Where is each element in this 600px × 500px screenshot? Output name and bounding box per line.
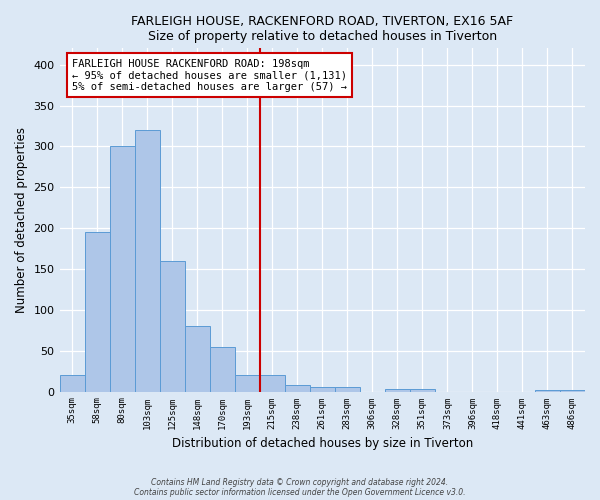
- Bar: [410, 389, 435, 392]
- Bar: [560, 390, 585, 392]
- Bar: [110, 146, 134, 392]
- Bar: [385, 389, 410, 392]
- Bar: [285, 385, 310, 392]
- Text: Contains HM Land Registry data © Crown copyright and database right 2024.
Contai: Contains HM Land Registry data © Crown c…: [134, 478, 466, 497]
- Bar: [160, 261, 185, 392]
- Bar: [209, 346, 235, 392]
- Title: FARLEIGH HOUSE, RACKENFORD ROAD, TIVERTON, EX16 5AF
Size of property relative to: FARLEIGH HOUSE, RACKENFORD ROAD, TIVERTO…: [131, 15, 514, 43]
- Bar: [260, 375, 285, 392]
- Bar: [185, 326, 209, 392]
- X-axis label: Distribution of detached houses by size in Tiverton: Distribution of detached houses by size …: [172, 437, 473, 450]
- Bar: [335, 388, 360, 392]
- Y-axis label: Number of detached properties: Number of detached properties: [15, 127, 28, 313]
- Bar: [235, 375, 260, 392]
- Bar: [535, 390, 560, 392]
- Bar: [134, 130, 160, 392]
- Text: FARLEIGH HOUSE RACKENFORD ROAD: 198sqm
← 95% of detached houses are smaller (1,1: FARLEIGH HOUSE RACKENFORD ROAD: 198sqm ←…: [72, 58, 347, 92]
- Bar: [59, 375, 85, 392]
- Bar: [85, 232, 110, 392]
- Bar: [310, 388, 335, 392]
